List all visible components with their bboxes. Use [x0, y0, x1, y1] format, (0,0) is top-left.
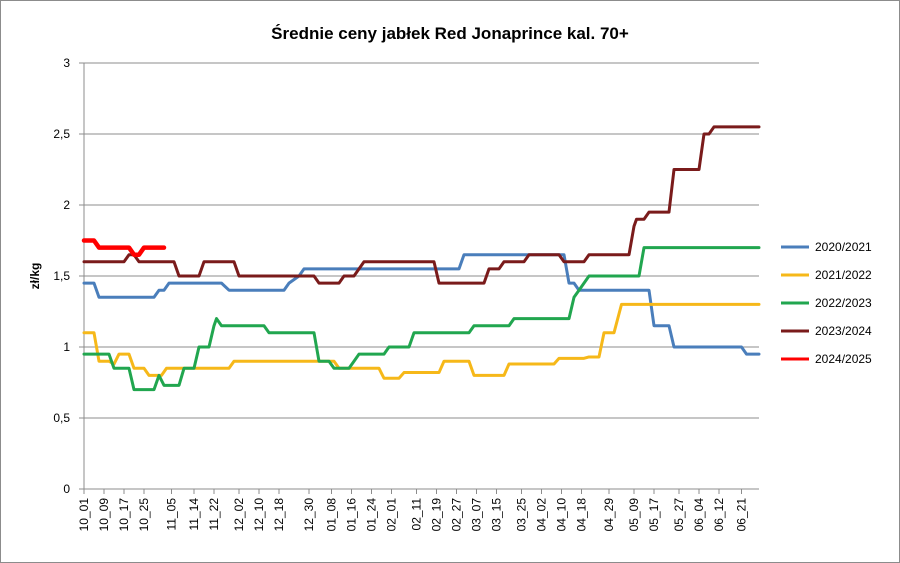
x-tick-label-11: 01_08: [325, 498, 339, 532]
x-tick-label-22: 04_10: [555, 498, 569, 532]
x-axis-ticks: 10_01 10_09 10_17 10_25 11_05 11_14 11_22 12_02…: [77, 489, 749, 531]
legend: 2020/2021 2021/2022 2022/2023 2023/2024 2024…: [781, 240, 872, 366]
x-tick-label-25: 05_09: [627, 498, 641, 532]
x-tick-label-27: 05_27: [672, 498, 686, 532]
x-tick-label-8: 12_10: [252, 498, 266, 532]
x-tick-label-15: 02_11: [410, 498, 424, 531]
y-tick-label-6: 3: [63, 56, 70, 70]
x-tick-label-24: 04_29: [602, 498, 616, 532]
gridlines: [84, 62, 759, 419]
x-tick-label-26: 05_17: [647, 498, 661, 532]
chart-title: Średnie ceny jabłek Red Jonaprince kal. …: [271, 24, 629, 43]
x-tick-label-12: 01_16: [345, 498, 359, 532]
x-tick-label-18: 03_07: [470, 498, 484, 532]
x-tick-label-14: 02_01: [385, 498, 399, 532]
legend-label-3: 2023/2024: [815, 324, 872, 338]
x-tick-label-10: 12_30: [302, 498, 316, 532]
x-tick-label-3: 10_25: [137, 498, 151, 532]
legend-label-1: 2021/2022: [815, 268, 872, 282]
y-tick-label-2: 1: [63, 340, 70, 354]
legend-label-0: 2020/2021: [815, 240, 872, 254]
x-tick-label-16: 02_19: [430, 498, 444, 532]
series-line-2023-2024: [82, 125, 761, 285]
legend-label-2: 2022/2023: [815, 296, 872, 310]
x-tick-label-21: 04_02: [535, 498, 549, 532]
series-line-2021-2022: [82, 302, 761, 380]
x-tick-label-13: 01_24: [365, 498, 379, 532]
x-tick-label-29: 06_12: [712, 498, 726, 532]
y-tick-label-0: 0: [63, 482, 70, 496]
series-line-2024-2025: [81, 238, 167, 257]
series-line-2022-2023: [82, 246, 761, 392]
x-tick-label-17: 02_27: [450, 498, 464, 532]
series-line-2020-2021: [82, 253, 761, 356]
x-tick-label-2: 10_17: [117, 498, 131, 532]
legend-label-4: 2024/2025: [815, 352, 872, 366]
x-tick-label-5: 11_14: [187, 498, 201, 531]
y-tick-label-1: 0,5: [53, 411, 70, 425]
x-tick-label-23: 04_18: [575, 498, 589, 532]
x-tick-label-6: 11_22: [207, 498, 221, 531]
x-tick-label-28: 06_04: [692, 498, 706, 532]
x-tick-label-0: 10_01: [77, 498, 91, 532]
y-tick-label-4: 2: [63, 198, 70, 212]
x-tick-label-7: 12_02: [232, 498, 246, 532]
x-tick-label-30: 06_21: [735, 498, 749, 532]
x-tick-label-9: 12_18: [272, 498, 286, 532]
y-axis-label: zł/kg: [28, 263, 42, 290]
x-tick-label-20: 03_25: [515, 498, 529, 532]
y-axis-ticks: 0 0,5 1 1,5 2 2,5 3: [53, 56, 84, 496]
x-tick-label-4: 11_05: [165, 498, 179, 531]
y-tick-label-5: 2,5: [53, 127, 70, 141]
y-tick-label-3: 1,5: [53, 269, 70, 283]
x-tick-label-1: 10_09: [97, 498, 111, 532]
series-lines: [81, 125, 761, 392]
x-tick-label-19: 03_15: [490, 498, 504, 532]
